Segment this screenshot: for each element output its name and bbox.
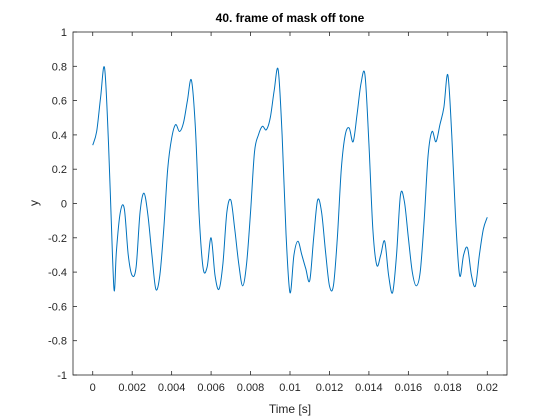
x-axis-label: Time [s]: [269, 402, 311, 416]
y-tick-label: -0.4: [48, 267, 67, 279]
y-tick-label: 0: [61, 199, 67, 211]
chart-title: 40. frame of mask off tone: [216, 11, 365, 25]
x-tick-label: 0.008: [237, 382, 265, 394]
x-tick-label: 0.002: [118, 382, 146, 394]
x-tick-label: 0.018: [434, 382, 462, 394]
x-tick-label: 0.006: [197, 382, 225, 394]
x-tick-label: 0.01: [279, 382, 300, 394]
y-tick-label: -0.6: [48, 301, 67, 313]
y-tick-label: 0.2: [52, 164, 67, 176]
tick-labels: 0 0.002 0.004 0.006 0.008 0.01 0.012 0.014 0.016…: [48, 27, 498, 394]
x-tick-label: 0.016: [395, 382, 423, 394]
x-tick-label: 0.014: [355, 382, 383, 394]
x-tick-label: 0.012: [316, 382, 344, 394]
x-tick-label: 0.02: [477, 382, 498, 394]
y-tick-label: 0.8: [52, 61, 67, 73]
series-line: [92, 66, 488, 294]
y-tick-label: 0.4: [52, 130, 67, 142]
y-tick-label: 1: [61, 27, 67, 39]
y-tick-label: -1: [57, 370, 67, 382]
y-tick-label: 0.6: [52, 96, 67, 108]
y-axis-label: y: [27, 200, 41, 206]
axes-box: [72, 31, 508, 376]
x-tick-label: 0: [90, 382, 96, 394]
plot-area: [73, 32, 507, 375]
y-tick-label: -0.8: [48, 336, 67, 348]
y-tick-label: -0.2: [48, 233, 67, 245]
x-tick-label: 0.004: [158, 382, 186, 394]
